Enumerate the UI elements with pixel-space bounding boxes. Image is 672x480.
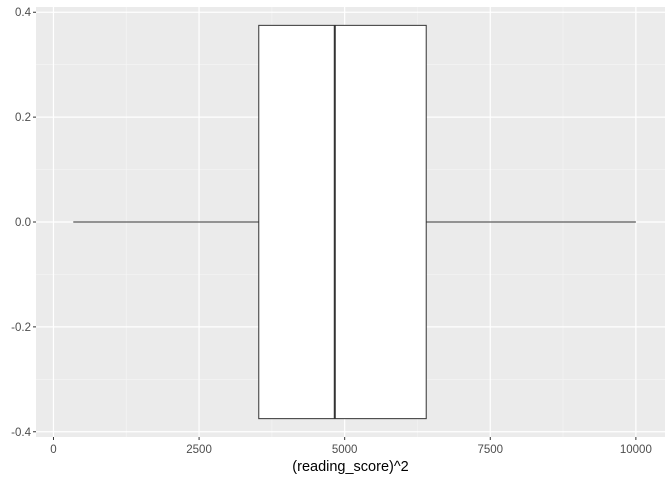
x-tick-label: 0 [50,444,56,456]
y-tick-label: -0.2 [11,322,31,334]
x-tick-label: 10000 [620,444,652,456]
interquartile-box [258,24,427,420]
x-tick-label: 5000 [332,444,358,456]
y-axis: -0.4 -0.2 0.0 0.2 0.4 [11,7,36,439]
boxplot [73,24,636,420]
y-tick-label: -0.4 [11,427,31,439]
x-tick-label: 7500 [477,444,503,456]
x-tick-label: 2500 [186,444,212,456]
y-tick-label: 0.2 [15,112,31,124]
y-tick-label: 0.4 [15,7,32,19]
x-axis-title: (reading_score)^2 [292,459,408,475]
x-axis: 0 2500 5000 7500 10000 [50,437,652,456]
y-tick-label: 0.0 [15,217,31,229]
